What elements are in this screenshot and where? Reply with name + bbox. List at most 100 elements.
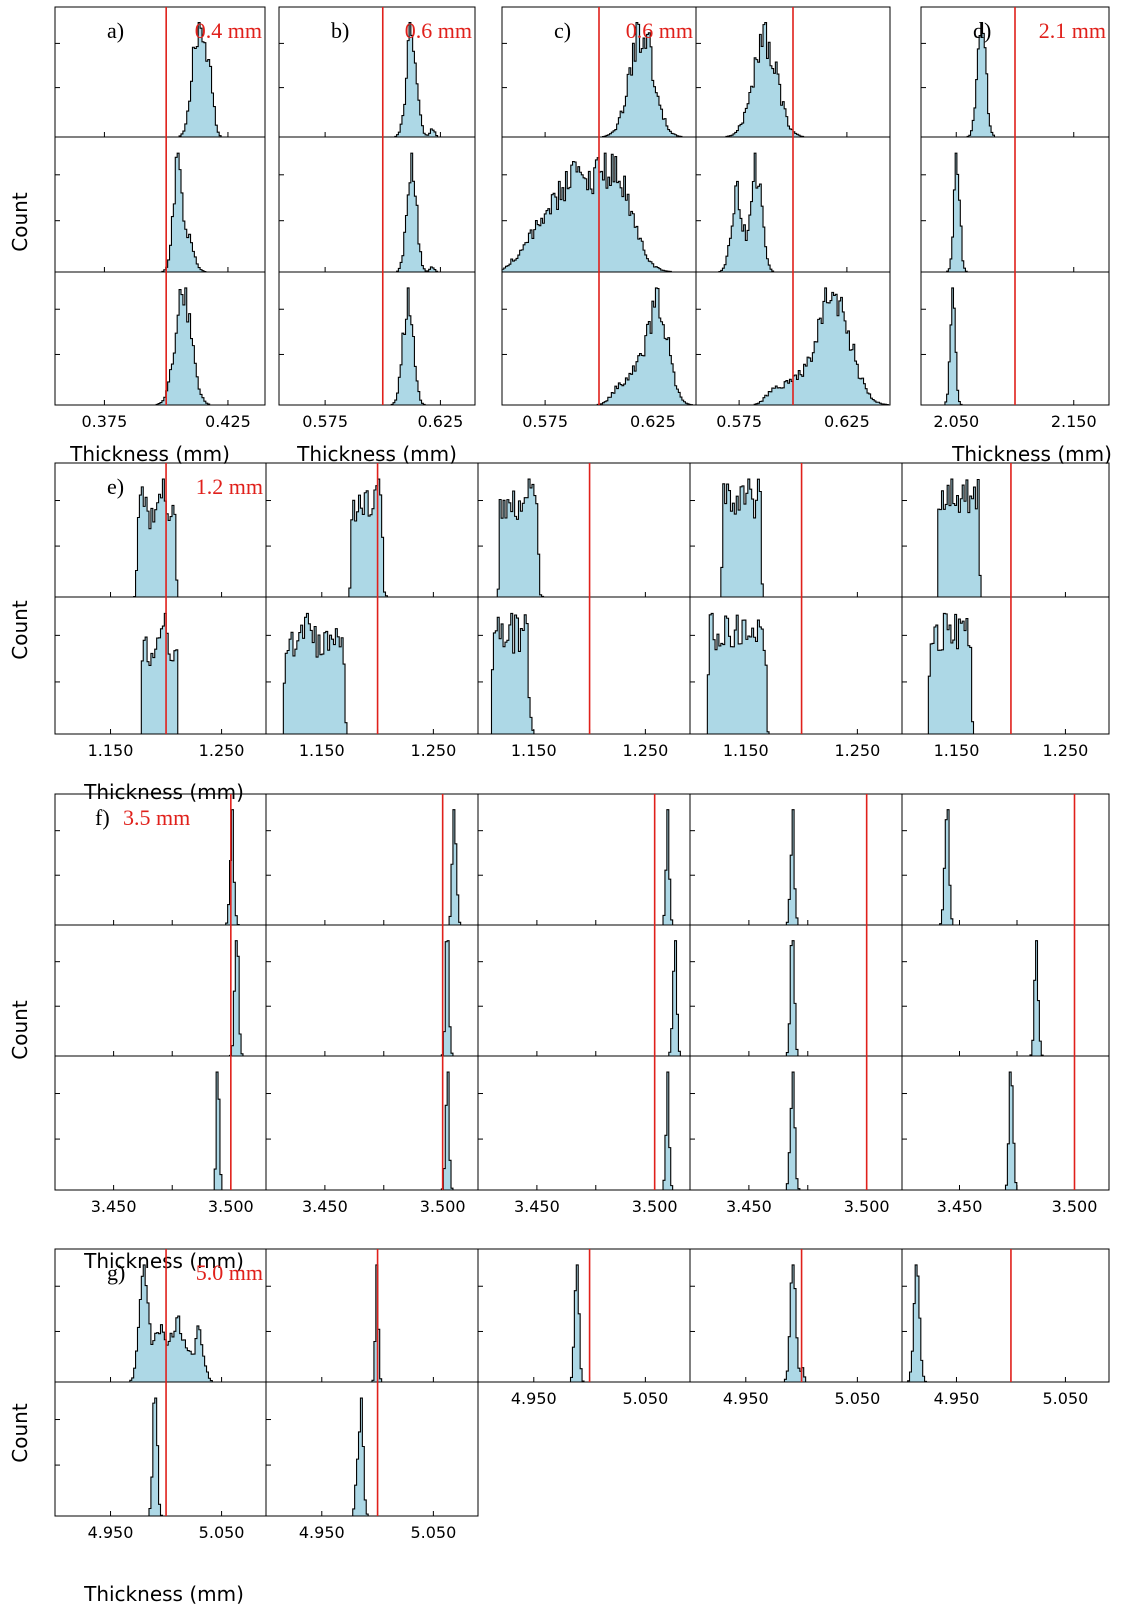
tick-label-d-0-0: 2.050 — [933, 412, 979, 431]
histogram-f-3-2 — [785, 1071, 801, 1191]
subplot-frame-f-4-2 — [901, 1055, 1110, 1191]
subplot-frame-a-0-2 — [54, 271, 266, 406]
tick-label-f-3-1: 3.500 — [844, 1197, 890, 1216]
tick-label-f-3-0: 3.450 — [726, 1197, 772, 1216]
tick-label-g-3-1: 5.050 — [834, 1389, 880, 1408]
thickness-label-g: Thickness (mm) — [83, 1582, 244, 1606]
subplot-frame-e-4-1 — [901, 596, 1110, 735]
histogram-g-4-0 — [907, 1264, 928, 1383]
nominal-label-d: 2.1 mm — [1039, 18, 1106, 43]
count-label-g: Count — [8, 1403, 32, 1463]
tick-label-e-1-0: 1.150 — [299, 741, 345, 760]
subplot-frame-a-0-1 — [54, 136, 266, 273]
subplot-frame-g-0-1 — [54, 1381, 267, 1517]
histogram-e-3-0 — [720, 478, 764, 598]
subplot-frame-f-0-2 — [54, 1055, 267, 1191]
tick-label-f-0-1: 3.500 — [208, 1197, 254, 1216]
subplot-frame-f-2-1 — [477, 924, 691, 1057]
tick-label-c-1-0: 0.575 — [716, 412, 762, 431]
histogram-b-0-2 — [390, 287, 426, 406]
subplot-frame-b-0-1 — [278, 136, 476, 273]
tick-label-c-0-1: 0.625 — [630, 412, 676, 431]
nominal-label-e: 1.2 mm — [196, 474, 263, 499]
nominal-label-c: 0.6 mm — [626, 18, 693, 43]
histogram-e-2-0 — [496, 478, 545, 598]
tick-label-f-0-0: 3.450 — [91, 1197, 137, 1216]
tick-label-e-1-1: 1.250 — [410, 741, 456, 760]
histogram-d-0-1 — [946, 152, 968, 273]
histogram-e-2-1 — [490, 612, 535, 735]
panel-label-d: d) — [973, 18, 991, 43]
panel-e: 1.150 1.250 1.150 1.250 1.150 1.250 1.150 1.250… — [54, 462, 1110, 760]
count-label-f: Count — [8, 1000, 32, 1060]
panel-g: 4.950 5.050 4.950 5.050 4.950 5.050 4.950 5.050… — [54, 1248, 1110, 1542]
histogram-e-4-1 — [927, 612, 975, 735]
tick-label-d-0-1: 2.150 — [1051, 412, 1097, 431]
tick-label-g-2-1: 5.050 — [622, 1389, 668, 1408]
tick-label-e-4-1: 1.250 — [1043, 741, 1089, 760]
tick-label-g-2-0: 4.950 — [511, 1389, 557, 1408]
thickness-label-b: Thickness (mm) — [296, 442, 457, 466]
histogram-e-0-0 — [133, 478, 179, 598]
subplot-frame-g-2-0 — [477, 1248, 691, 1383]
histogram-b-0-0 — [394, 22, 439, 138]
histogram-g-2-0 — [569, 1264, 585, 1383]
thickness-label-a: Thickness (mm) — [69, 442, 230, 466]
histogram-a-0-1 — [161, 152, 207, 273]
subplot-frame-f-4-1 — [901, 924, 1110, 1057]
histogram-a-0-0 — [178, 22, 222, 138]
subplot-frame-f-1-0 — [265, 793, 479, 926]
histogram-g-0-1 — [148, 1397, 163, 1517]
tick-label-e-3-1: 1.250 — [834, 741, 880, 760]
histogram-f-4-2 — [1004, 1071, 1018, 1191]
tick-label-c-0-0: 0.575 — [522, 412, 568, 431]
thickness-label-d: Thickness (mm) — [951, 442, 1112, 466]
histogram-c-1-0 — [725, 22, 805, 138]
histogram-g-3-0 — [783, 1264, 807, 1383]
histogram-f-0-0 — [225, 809, 240, 926]
histogram-f-4-0 — [939, 809, 954, 926]
tick-label-f-1-0: 3.450 — [302, 1197, 348, 1216]
panel-label-c: c) — [554, 18, 571, 43]
nominal-label-f: 3.5 mm — [123, 805, 190, 830]
tick-label-g-4-1: 5.050 — [1043, 1389, 1089, 1408]
tick-label-e-2-0: 1.150 — [511, 741, 557, 760]
panel-f: 3.450 3.500 3.450 3.500 3.450 3.500 3.450 3.500… — [54, 793, 1110, 1216]
panel-label-g: g) — [107, 1260, 125, 1285]
nominal-label-a: 0.4 mm — [195, 18, 262, 43]
subplot-frame-f-2-2 — [477, 1055, 691, 1191]
histogram-e-3-1 — [706, 612, 770, 735]
nominal-label-g: 5.0 mm — [196, 1260, 263, 1285]
subplot-frame-f-2-0 — [477, 793, 691, 926]
histogram-g-0-0 — [129, 1264, 213, 1383]
histogram-g-1-1 — [352, 1397, 369, 1517]
histogram-e-1-1 — [282, 612, 348, 735]
count-label-e: Count — [8, 600, 32, 660]
tick-label-a-0-1: 0.425 — [205, 412, 251, 431]
panel-label-f: f) — [95, 805, 110, 830]
tick-label-g-1-0: 4.950 — [299, 1523, 345, 1542]
histogram-d-0-0 — [966, 22, 996, 138]
tick-label-g-0-0: 4.950 — [88, 1523, 134, 1542]
tick-label-f-1-1: 3.500 — [420, 1197, 466, 1216]
histogram-c-1-2 — [753, 287, 889, 406]
subplot-frame-g-1-1 — [265, 1381, 479, 1517]
count-label-top: Count — [8, 192, 32, 252]
tick-label-a-0-0: 0.375 — [82, 412, 128, 431]
panel-label-b: b) — [331, 18, 349, 43]
histogram-f-3-1 — [785, 940, 799, 1057]
tick-label-g-4-0: 4.950 — [934, 1389, 980, 1408]
panel-b: 0.575 0.625 b) 0.6 mm — [278, 6, 476, 431]
subplot-frame-e-4-0 — [901, 462, 1110, 598]
histogram-f-4-1 — [1029, 940, 1044, 1057]
tick-label-f-4-1: 3.500 — [1052, 1197, 1098, 1216]
histogram-e-4-0 — [937, 478, 982, 598]
subplot-frame-g-1-0 — [265, 1248, 479, 1383]
tick-label-e-4-0: 1.150 — [934, 741, 980, 760]
histogram-e-0-1 — [140, 612, 179, 735]
histogram-c-0-0 — [601, 22, 683, 138]
histogram-c-0-1 — [501, 152, 672, 273]
histogram-f-2-2 — [662, 1071, 674, 1191]
